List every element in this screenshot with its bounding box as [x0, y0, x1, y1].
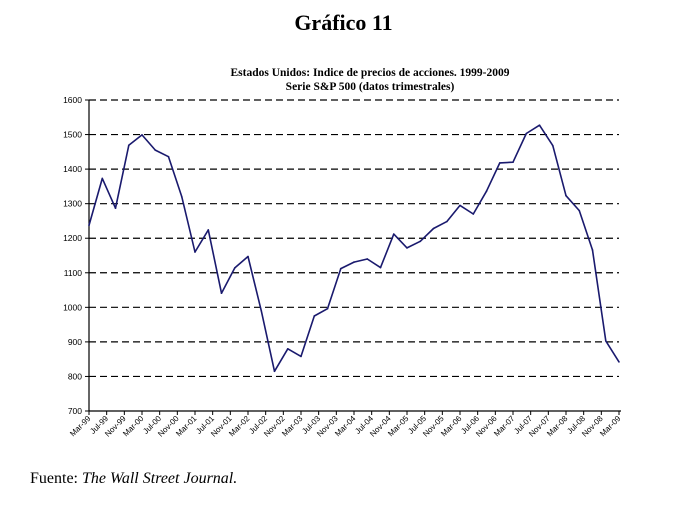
- data-point: [167, 155, 170, 158]
- series-group: [88, 124, 620, 373]
- x-tick-label: Mar-04: [333, 414, 358, 439]
- data-point: [551, 144, 554, 147]
- data-point: [286, 348, 289, 350]
- data-point: [366, 258, 369, 260]
- data-point: [260, 309, 263, 312]
- data-point: [127, 144, 130, 147]
- y-tick-label: 900: [68, 337, 82, 347]
- x-tick-label: Mar-09: [598, 414, 623, 439]
- y-tick-label: 1000: [63, 302, 82, 312]
- source-note: Fuente: The Wall Street Journal.: [30, 470, 237, 488]
- axes: [88, 100, 621, 412]
- data-point: [459, 204, 461, 207]
- data-point: [406, 247, 408, 249]
- data-point: [88, 224, 90, 227]
- data-point: [392, 233, 395, 235]
- x-tick-label: Mar-03: [280, 414, 305, 439]
- x-tick-label: Mar-01: [174, 414, 199, 439]
- x-tick-label: Mar-06: [439, 414, 464, 439]
- data-point: [565, 194, 567, 197]
- data-point: [604, 340, 607, 342]
- data-point: [141, 134, 143, 136]
- data-point: [419, 240, 422, 243]
- source-name: The Wall Street Journal.: [82, 470, 238, 487]
- data-point: [538, 124, 541, 127]
- data-point: [154, 149, 157, 151]
- data-point: [273, 370, 276, 373]
- data-point: [512, 161, 514, 163]
- data-point: [300, 355, 302, 358]
- y-tick-label: 1200: [63, 233, 82, 243]
- x-tick-label: Mar-99: [68, 414, 93, 439]
- data-point: [180, 195, 183, 198]
- y-tick-label: 1400: [63, 164, 82, 174]
- data-point: [618, 361, 620, 363]
- figure-title: Gráfico 11: [294, 10, 393, 35]
- data-point: [485, 190, 488, 193]
- x-tick-label: Mar-00: [121, 414, 146, 439]
- data-point: [472, 213, 475, 215]
- x-axis-ticks: Mar-99Jul-99Nov-99Mar-00Jul-00Nov-00Mar-…: [68, 411, 623, 439]
- y-axis-ticks: 700 800 900 1000 1100 1200 1300 1400 1500 1600: [63, 95, 89, 416]
- data-point: [114, 207, 117, 209]
- data-point: [247, 255, 249, 258]
- data-point: [445, 220, 448, 223]
- y-tick-label: 1500: [63, 130, 82, 140]
- data-point: [101, 177, 104, 180]
- data-point: [207, 229, 210, 231]
- x-tick-label: Mar-08: [545, 414, 570, 439]
- chart-title: Estados Unidos: Indice de precios de acc…: [230, 67, 510, 79]
- source-label: Fuente:: [30, 470, 78, 487]
- data-point: [379, 266, 382, 269]
- x-tick-label: Mar-05: [386, 414, 411, 439]
- data-point: [498, 162, 501, 164]
- y-tick-label: 1600: [63, 95, 82, 105]
- gridlines: [89, 99, 619, 378]
- x-tick-label: Mar-02: [227, 414, 252, 439]
- chart-subtitle: Serie S&P 500 (datos trimestrales): [285, 81, 455, 93]
- data-point: [591, 249, 594, 251]
- data-point: [432, 227, 435, 230]
- data-point: [339, 267, 342, 270]
- data-point: [578, 209, 581, 212]
- data-point: [353, 261, 355, 263]
- y-tick-label: 700: [68, 406, 82, 416]
- data-point: [313, 315, 316, 317]
- data-point: [525, 132, 528, 135]
- series-line-sp500: [88, 124, 620, 373]
- data-point: [220, 292, 223, 294]
- y-tick-label: 800: [68, 371, 82, 381]
- y-tick-label: 1100: [64, 268, 83, 278]
- y-tick-label: 1300: [63, 199, 82, 209]
- x-tick-label: Mar-07: [492, 414, 517, 439]
- data-point: [233, 267, 236, 269]
- data-point: [326, 307, 329, 310]
- data-point: [194, 251, 196, 253]
